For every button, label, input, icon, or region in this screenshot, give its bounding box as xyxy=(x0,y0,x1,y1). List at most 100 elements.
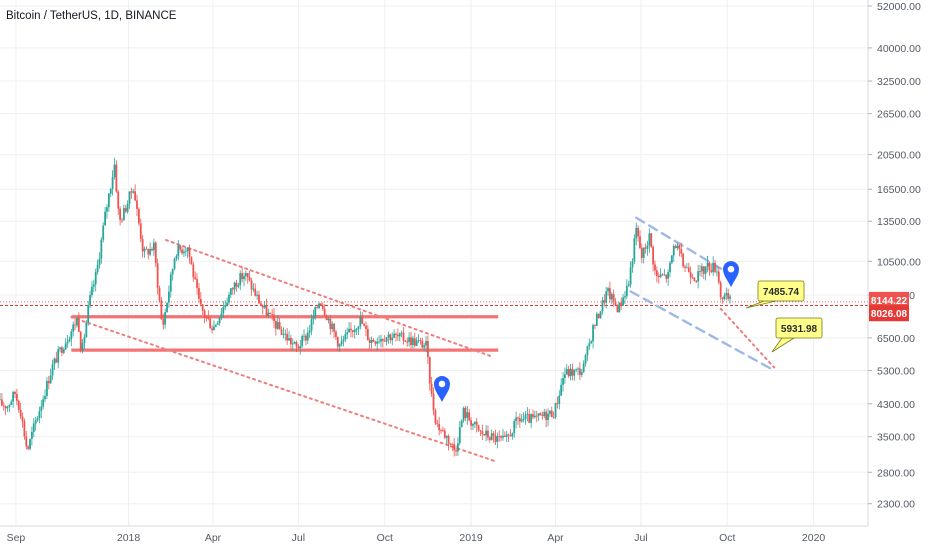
candle-body xyxy=(361,316,364,324)
candle-body xyxy=(91,286,93,295)
candle-body xyxy=(562,378,564,385)
candle-body xyxy=(376,341,379,344)
candle-body xyxy=(579,368,581,375)
candle-body xyxy=(357,326,360,330)
time-tick-label: Oct xyxy=(377,532,393,544)
candle-body xyxy=(505,434,508,437)
candle-body xyxy=(684,266,686,268)
candle-body xyxy=(246,273,249,278)
candle-body xyxy=(539,413,542,415)
time-axis[interactable]: Sep 2018 Apr Jul Oct 2019 Apr Jul Oct 2020 xyxy=(0,525,868,544)
candle-body xyxy=(122,208,125,221)
candle-body xyxy=(727,293,730,299)
candle-body xyxy=(149,248,152,255)
candle-body xyxy=(481,430,484,434)
candle-body xyxy=(402,332,405,341)
map-pin-shape xyxy=(433,375,450,402)
candle-body xyxy=(235,282,238,287)
candle-body xyxy=(40,406,43,412)
candle-body xyxy=(366,328,369,341)
candle-body xyxy=(184,251,187,253)
price-tag-background xyxy=(869,305,909,322)
candle-body xyxy=(458,427,461,444)
candle-body xyxy=(177,245,180,257)
candle-body xyxy=(599,311,602,318)
candle-body xyxy=(271,313,274,315)
candle-body xyxy=(29,438,31,449)
candle-body xyxy=(321,305,324,309)
candle-body xyxy=(318,303,320,308)
candle-body xyxy=(151,248,153,251)
candle-body xyxy=(406,341,409,343)
candle-body xyxy=(479,430,482,432)
candle-body xyxy=(468,412,471,421)
candle-body xyxy=(393,333,396,338)
candle-body xyxy=(470,420,472,426)
candle-body xyxy=(228,294,230,303)
candle-body xyxy=(588,343,591,347)
candle-body xyxy=(207,317,210,319)
candle-body xyxy=(440,430,442,431)
candle-body xyxy=(558,395,561,404)
candle-body xyxy=(61,347,63,353)
candle-body xyxy=(147,249,150,255)
candle-body xyxy=(353,329,356,333)
candle-body xyxy=(378,341,381,343)
candle-body xyxy=(265,304,268,316)
callout-label: 7485.74 xyxy=(763,287,800,298)
candle-body xyxy=(404,340,407,342)
candle-body xyxy=(605,291,608,303)
candle-body xyxy=(156,263,159,288)
candle-body xyxy=(625,285,628,297)
price-tick-label: 26500.00 xyxy=(877,109,921,121)
price-tag-background xyxy=(869,291,909,308)
candle-body xyxy=(483,433,486,436)
candle-body xyxy=(111,177,114,189)
candle-body xyxy=(699,271,701,272)
price-tick-label: 2800.00 xyxy=(877,467,915,479)
time-tick-label: 2018 xyxy=(117,532,141,544)
candle-body xyxy=(38,411,41,419)
candle-body xyxy=(286,333,289,341)
map-pin-shape xyxy=(722,261,739,288)
candle-body xyxy=(190,256,193,265)
candle-body xyxy=(85,322,88,338)
time-tick-label: 2019 xyxy=(459,532,483,544)
channel-line-red xyxy=(165,239,492,358)
candle-body xyxy=(689,272,692,278)
candle-body xyxy=(239,273,242,286)
candle-body xyxy=(124,208,127,212)
candle-body xyxy=(490,433,493,440)
price-callout: 7485.74 xyxy=(745,280,805,309)
candle-body xyxy=(70,331,73,340)
candle-body xyxy=(372,339,375,342)
candle-body xyxy=(640,247,643,258)
candle-body xyxy=(395,333,397,335)
candle-body xyxy=(8,404,11,407)
candle-body xyxy=(196,279,198,288)
candle-body xyxy=(408,337,411,342)
candle-body xyxy=(601,300,604,312)
candle-body xyxy=(32,423,35,433)
price-line-labels: 8144.22 8026.08 xyxy=(869,291,909,322)
candle-body xyxy=(398,333,401,337)
candle-body xyxy=(415,340,418,346)
time-tick-label: Sep xyxy=(7,532,26,544)
candle-body xyxy=(121,219,123,221)
price-tick-label: 32500.00 xyxy=(877,76,921,88)
candle-body xyxy=(691,277,694,279)
candle-body xyxy=(331,323,334,330)
candle-body xyxy=(603,300,606,303)
candle-body xyxy=(473,421,476,425)
candle-body xyxy=(706,262,709,267)
candle-body xyxy=(87,305,90,323)
channel-line-red xyxy=(719,307,776,369)
candle-body xyxy=(496,436,499,442)
candle-body xyxy=(451,444,454,446)
candle-body xyxy=(430,383,433,394)
candle-body xyxy=(365,325,367,329)
candle-body xyxy=(526,414,529,415)
candle-body xyxy=(627,284,630,286)
candle-body xyxy=(233,282,236,290)
